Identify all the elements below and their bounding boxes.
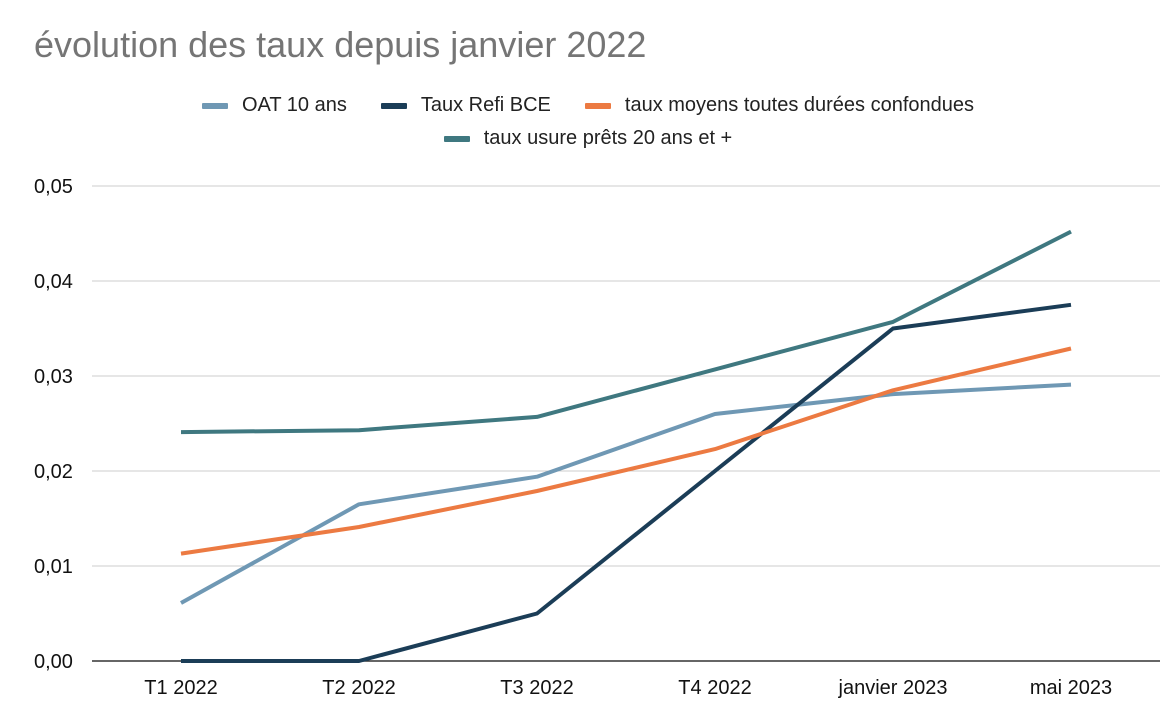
- legend-label-taux-moyens: taux moyens toutes durées confondues: [624, 94, 975, 116]
- x-axis-tick-labels: T1 2022 T2 2022 T3 2022 T4 2022 janvier 2023…: [144, 677, 1112, 699]
- legend-entry-taux-refi-bce[interactable]: Taux Refi BCE: [380, 94, 551, 117]
- series-line-0[interactable]: [180, 382, 1072, 605]
- legend-swatch-taux-refi-bce: [380, 102, 407, 109]
- x-tick-label: T1 2022: [144, 677, 217, 699]
- legend-row: taux usure prêts 20 ans et +: [0, 127, 1176, 150]
- chart-title: évolution des taux depuis janvier 2022: [34, 24, 647, 65]
- x-tick-label: T4 2022: [678, 677, 751, 699]
- series-line-2[interactable]: [180, 346, 1072, 556]
- y-tick-label: 0,03: [34, 366, 73, 388]
- legend-row: OAT 10 ans Taux Refi BCE taux moyens tou…: [0, 94, 1176, 117]
- legend-swatch-taux-usure: [443, 135, 470, 142]
- legend-label-oat-10-ans: OAT 10 ans: [241, 94, 347, 116]
- legend-swatch-oat-10-ans: [201, 102, 228, 109]
- legend-label-taux-refi-bce: Taux Refi BCE: [420, 94, 551, 116]
- y-axis-tick-labels: 0,00 0,01 0,02 0,03 0,04 0,05: [34, 176, 73, 673]
- series-line-1[interactable]: [181, 302, 1072, 663]
- x-tick-label: T3 2022: [500, 677, 573, 699]
- x-tick-label: janvier 2023: [838, 677, 948, 699]
- gridlines: [92, 185, 1160, 662]
- y-tick-label: 0,04: [34, 271, 73, 293]
- series-lines: [180, 229, 1072, 663]
- legend-entry-taux-moyens[interactable]: taux moyens toutes durées confondues: [584, 94, 975, 117]
- legend-entry-oat-10-ans[interactable]: OAT 10 ans: [201, 94, 347, 117]
- y-tick-label: 0,05: [34, 176, 73, 198]
- legend-label-taux-usure: taux usure prêts 20 ans et +: [483, 127, 733, 149]
- y-tick-label: 0,01: [34, 556, 73, 578]
- x-tick-label: T2 2022: [322, 677, 395, 699]
- y-tick-label: 0,02: [34, 461, 73, 483]
- legend-entry-taux-usure[interactable]: taux usure prêts 20 ans et +: [443, 127, 733, 150]
- series-line-3[interactable]: [180, 229, 1072, 435]
- y-tick-label: 0,00: [34, 651, 73, 673]
- legend-swatch-taux-moyens: [584, 102, 611, 109]
- x-tick-label: mai 2023: [1030, 677, 1112, 699]
